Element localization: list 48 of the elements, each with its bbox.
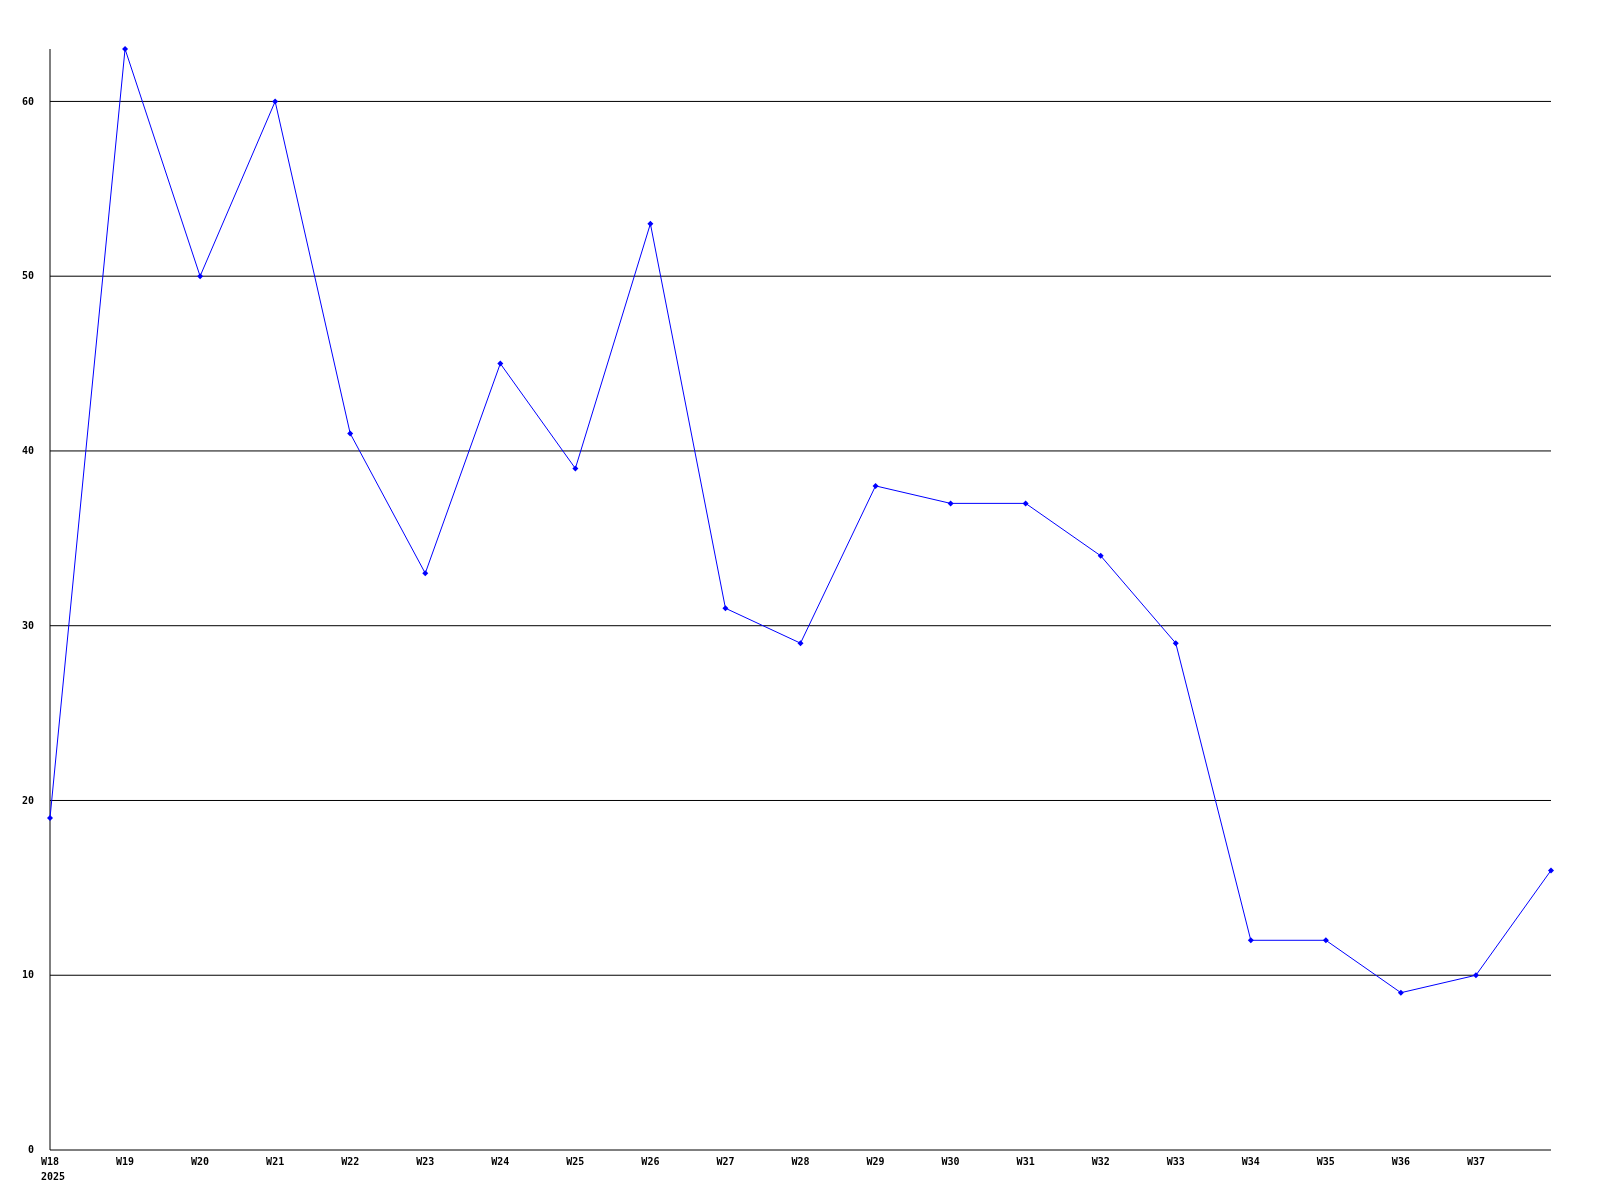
y-tick-label: 30 — [21, 619, 34, 631]
x-tick-label: W31 — [1016, 1156, 1035, 1167]
y-tick-label: 40 — [21, 445, 34, 457]
point — [1322, 937, 1329, 944]
point — [797, 640, 804, 647]
x-tick-label: W33 — [1166, 1156, 1185, 1167]
point — [422, 570, 429, 577]
x-tick-label: W20 — [191, 1156, 210, 1167]
x-tick-label: W32 — [1091, 1156, 1110, 1167]
point — [1247, 937, 1254, 944]
point — [497, 360, 504, 367]
x-tick-label: W26 — [641, 1156, 660, 1167]
x-tick-label: W25 — [566, 1156, 585, 1167]
x-tick-label: W30 — [941, 1156, 960, 1167]
x-tick-label: W34 — [1241, 1156, 1260, 1167]
point — [1548, 867, 1554, 874]
x-tick-label: W19 — [116, 1156, 135, 1167]
x-tick-label: W18 2025 — [40, 1156, 66, 1182]
x-tick-label: W35 — [1316, 1156, 1335, 1167]
point — [47, 814, 53, 821]
point — [122, 46, 129, 52]
point — [1397, 989, 1404, 996]
point — [197, 273, 204, 280]
y-tick-label: 10 — [21, 969, 34, 981]
x-tick-label: W27 — [716, 1156, 735, 1167]
x-tick-label: W24 — [491, 1156, 510, 1167]
point — [347, 430, 354, 437]
point — [947, 500, 954, 507]
point — [1472, 972, 1479, 979]
point — [647, 220, 654, 227]
point — [272, 98, 279, 105]
point — [722, 605, 729, 612]
y-tick-label: 20 — [21, 794, 34, 806]
x-tick-label: W29 — [866, 1156, 885, 1167]
y-tick-label: 60 — [21, 95, 34, 107]
y-tick-label: 0 — [27, 1144, 34, 1156]
point — [1022, 500, 1029, 507]
point — [572, 465, 579, 472]
y-tick-label: 50 — [21, 270, 34, 282]
x-tick-label: W21 — [266, 1156, 285, 1167]
x-tick-label: W37 — [1466, 1156, 1485, 1167]
x-tick-label: W22 — [341, 1156, 360, 1167]
x-tick-label: W36 — [1391, 1156, 1410, 1167]
point — [872, 482, 879, 489]
point — [1097, 552, 1104, 559]
x-tick-label: W28 — [791, 1156, 810, 1167]
x-tick-label: W23 — [416, 1156, 435, 1167]
point — [1172, 640, 1179, 647]
